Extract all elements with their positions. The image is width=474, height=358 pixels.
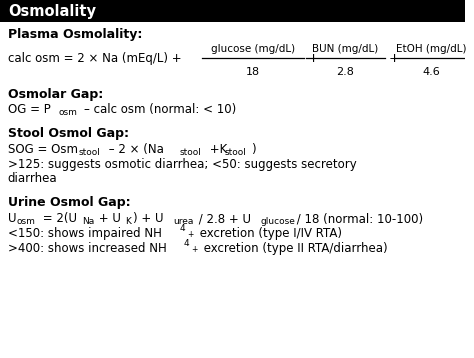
Text: <150: shows impaired NH: <150: shows impaired NH — [8, 227, 162, 240]
Text: 4.6: 4.6 — [423, 67, 441, 77]
Bar — [0, 0, 465, 22]
Text: osm: osm — [17, 217, 36, 226]
Text: U: U — [8, 212, 16, 225]
Text: excretion (type II RTA/diarrhea): excretion (type II RTA/diarrhea) — [200, 242, 388, 255]
Text: calc osm = 2 × Na (mEq/L) +: calc osm = 2 × Na (mEq/L) + — [8, 52, 182, 64]
Text: Urine Osmol Gap:: Urine Osmol Gap: — [8, 196, 130, 209]
Text: glucose: glucose — [260, 217, 295, 226]
Text: +: + — [187, 230, 194, 239]
Text: 2.8: 2.8 — [337, 67, 355, 77]
Text: glucose (mg/dL): glucose (mg/dL) — [211, 44, 295, 54]
Text: excretion (type I/IV RTA): excretion (type I/IV RTA) — [196, 227, 342, 240]
Text: 18: 18 — [246, 67, 260, 77]
Text: +K: +K — [206, 143, 228, 156]
Text: diarrhea: diarrhea — [8, 172, 57, 185]
Text: – 2 × (Na: – 2 × (Na — [105, 143, 164, 156]
Text: 4: 4 — [180, 224, 185, 233]
Text: +: + — [389, 52, 400, 64]
Text: ): ) — [251, 143, 256, 156]
Text: OG = P: OG = P — [8, 103, 51, 116]
Text: K: K — [126, 217, 131, 226]
Text: osm: osm — [59, 108, 78, 117]
Text: = 2(U: = 2(U — [39, 212, 77, 225]
Text: / 18 (normal: 10-100): / 18 (normal: 10-100) — [293, 212, 423, 225]
Text: urea: urea — [173, 217, 194, 226]
Text: Stool Osmol Gap:: Stool Osmol Gap: — [8, 127, 129, 140]
Text: ) + U: ) + U — [134, 212, 164, 225]
Text: / 2.8 + U: / 2.8 + U — [195, 212, 251, 225]
Text: Osmolar Gap:: Osmolar Gap: — [8, 88, 103, 101]
Text: +: + — [191, 245, 198, 254]
Text: stool: stool — [79, 148, 100, 157]
Text: +: + — [308, 52, 319, 64]
Text: stool: stool — [225, 148, 246, 157]
Text: 4: 4 — [183, 239, 189, 248]
Text: Plasma Osmolality:: Plasma Osmolality: — [8, 28, 142, 41]
Text: SOG = Osm: SOG = Osm — [8, 143, 78, 156]
Text: BUN (mg/dL): BUN (mg/dL) — [312, 44, 379, 54]
Text: Na: Na — [82, 217, 95, 226]
Text: >400: shows increased NH: >400: shows increased NH — [8, 242, 166, 255]
Text: Osmolality: Osmolality — [8, 4, 96, 19]
Text: >125: suggests osmotic diarrhea; <50: suggests secretory: >125: suggests osmotic diarrhea; <50: su… — [8, 158, 356, 171]
Text: – calc osm (normal: < 10): – calc osm (normal: < 10) — [84, 103, 237, 116]
Text: EtOH (mg/dL): EtOH (mg/dL) — [396, 44, 467, 54]
Text: + U: + U — [95, 212, 121, 225]
Text: stool: stool — [180, 148, 201, 157]
